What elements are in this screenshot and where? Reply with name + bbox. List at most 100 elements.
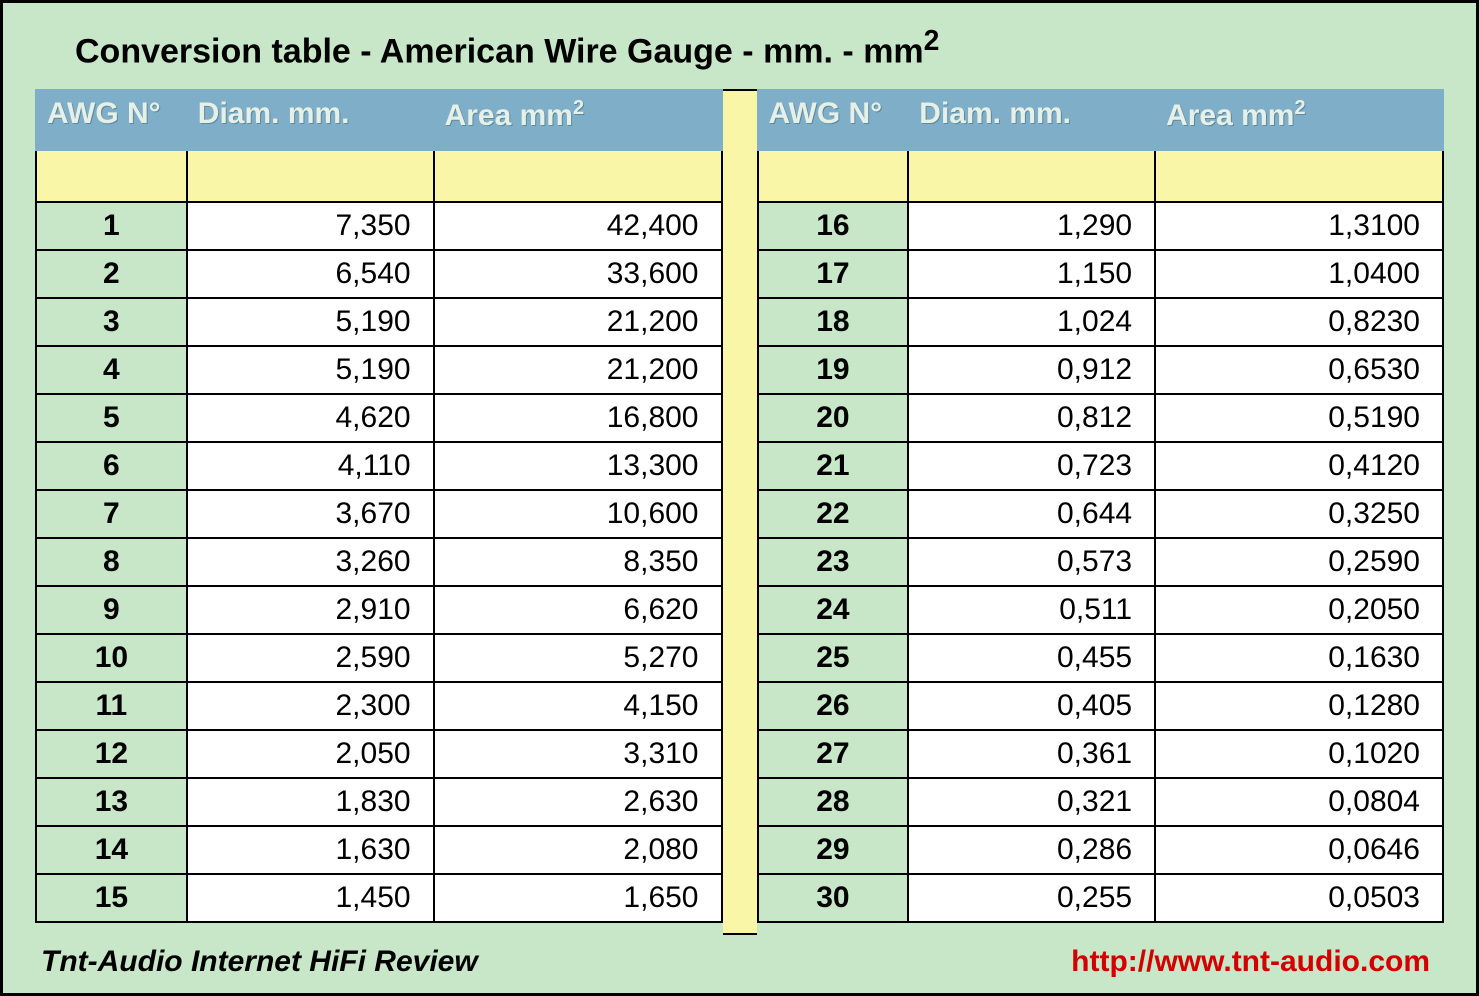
table-row: 54,62016,800 — [36, 394, 722, 442]
table-row: 151,4501,650 — [36, 874, 722, 922]
table-row: 240,5110,2050 — [758, 586, 1444, 634]
cell-awg: 2 — [36, 250, 187, 298]
cell-diam: 0,405 — [908, 682, 1155, 730]
cell-awg: 5 — [36, 394, 187, 442]
cell-area: 0,8230 — [1155, 298, 1443, 346]
table-row: 45,19021,200 — [36, 346, 722, 394]
table-row: 112,3004,150 — [36, 682, 722, 730]
col-header-area-sup: 2 — [573, 97, 584, 119]
title-part1: Conversion table - — [75, 32, 380, 70]
cell-diam: 0,644 — [908, 490, 1155, 538]
table-row: 181,0240,8230 — [758, 298, 1444, 346]
table-row: 250,4550,1630 — [758, 634, 1444, 682]
cell-diam: 0,812 — [908, 394, 1155, 442]
table-gap — [723, 89, 757, 935]
cell-area: 1,650 — [434, 874, 722, 922]
cell-diam: 0,723 — [908, 442, 1155, 490]
cell-diam: 6,540 — [187, 250, 434, 298]
cell-diam: 2,910 — [187, 586, 434, 634]
cell-awg: 4 — [36, 346, 187, 394]
table-row: 280,3210,0804 — [758, 778, 1444, 826]
cell-area: 21,200 — [434, 298, 722, 346]
table-row: 35,19021,200 — [36, 298, 722, 346]
cell-awg: 10 — [36, 634, 187, 682]
cell-area: 0,3250 — [1155, 490, 1443, 538]
cell-awg: 28 — [758, 778, 909, 826]
col-header-awg: AWG N° — [36, 90, 187, 150]
left-table: AWG N° Diam. mm. Area mm2 17,35042,40026… — [35, 89, 723, 923]
cell-area: 0,0804 — [1155, 778, 1443, 826]
cell-area: 0,5190 — [1155, 394, 1443, 442]
col-header-awg: AWG N° — [758, 90, 909, 150]
cell-area: 16,800 — [434, 394, 722, 442]
cell-awg: 19 — [758, 346, 909, 394]
title-part2: American Wire Gauge — [380, 32, 733, 70]
table-row: 161,2901,3100 — [758, 202, 1444, 250]
right-table: AWG N° Diam. mm. Area mm2 161,2901,31001… — [757, 89, 1445, 923]
cell-diam: 0,321 — [908, 778, 1155, 826]
cell-awg: 16 — [758, 202, 909, 250]
cell-area: 10,600 — [434, 490, 722, 538]
cell-awg: 9 — [36, 586, 187, 634]
cell-area: 8,350 — [434, 538, 722, 586]
cell-area: 5,270 — [434, 634, 722, 682]
cell-awg: 7 — [36, 490, 187, 538]
cell-diam: 3,260 — [187, 538, 434, 586]
cell-diam: 7,350 — [187, 202, 434, 250]
cell-awg: 22 — [758, 490, 909, 538]
cell-area: 2,080 — [434, 826, 722, 874]
cell-area: 2,630 — [434, 778, 722, 826]
cell-area: 1,3100 — [1155, 202, 1443, 250]
cell-diam: 1,830 — [187, 778, 434, 826]
cell-diam: 3,670 — [187, 490, 434, 538]
cell-awg: 26 — [758, 682, 909, 730]
title-sup: 2 — [924, 25, 940, 57]
col-header-area-text: Area mm — [445, 99, 573, 132]
cell-awg: 18 — [758, 298, 909, 346]
table-row: 260,4050,1280 — [758, 682, 1444, 730]
col-header-diam: Diam. mm. — [187, 90, 434, 150]
cell-area: 0,1630 — [1155, 634, 1443, 682]
cell-awg: 24 — [758, 586, 909, 634]
table-row: 73,67010,600 — [36, 490, 722, 538]
right-table-wrap: AWG N° Diam. mm. Area mm2 161,2901,31001… — [757, 89, 1445, 935]
cell-awg: 17 — [758, 250, 909, 298]
cell-awg: 30 — [758, 874, 909, 922]
cell-area: 0,2590 — [1155, 538, 1443, 586]
cell-awg: 11 — [36, 682, 187, 730]
cell-diam: 0,255 — [908, 874, 1155, 922]
cell-diam: 4,620 — [187, 394, 434, 442]
page-title: Conversion table - American Wire Gauge -… — [35, 21, 1444, 89]
cell-area: 0,1280 — [1155, 682, 1443, 730]
cell-awg: 15 — [36, 874, 187, 922]
footer-url[interactable]: http://www.tnt-audio.com — [1071, 945, 1430, 979]
cell-awg: 12 — [36, 730, 187, 778]
cell-diam: 0,511 — [908, 586, 1155, 634]
table-row: 92,9106,620 — [36, 586, 722, 634]
table-row: 290,2860,0646 — [758, 826, 1444, 874]
left-table-wrap: AWG N° Diam. mm. Area mm2 17,35042,40026… — [35, 89, 723, 935]
cell-awg: 27 — [758, 730, 909, 778]
cell-awg: 25 — [758, 634, 909, 682]
title-part3: - mm. - mm — [742, 32, 923, 70]
cell-awg: 23 — [758, 538, 909, 586]
cell-awg: 13 — [36, 778, 187, 826]
cell-diam: 5,190 — [187, 346, 434, 394]
cell-diam: 1,450 — [187, 874, 434, 922]
cell-area: 42,400 — [434, 202, 722, 250]
cell-awg: 3 — [36, 298, 187, 346]
col-header-diam: Diam. mm. — [908, 90, 1155, 150]
cell-awg: 21 — [758, 442, 909, 490]
table-row: 230,5730,2590 — [758, 538, 1444, 586]
cell-area: 0,0503 — [1155, 874, 1443, 922]
table-row: 171,1501,0400 — [758, 250, 1444, 298]
cell-awg: 29 — [758, 826, 909, 874]
table-row: 210,7230,4120 — [758, 442, 1444, 490]
cell-awg: 1 — [36, 202, 187, 250]
cell-diam: 2,050 — [187, 730, 434, 778]
cell-area: 33,600 — [434, 250, 722, 298]
page: Conversion table - American Wire Gauge -… — [3, 3, 1476, 993]
cell-area: 0,6530 — [1155, 346, 1443, 394]
table-row: 190,9120,6530 — [758, 346, 1444, 394]
col-header-area: Area mm2 — [1155, 90, 1443, 150]
